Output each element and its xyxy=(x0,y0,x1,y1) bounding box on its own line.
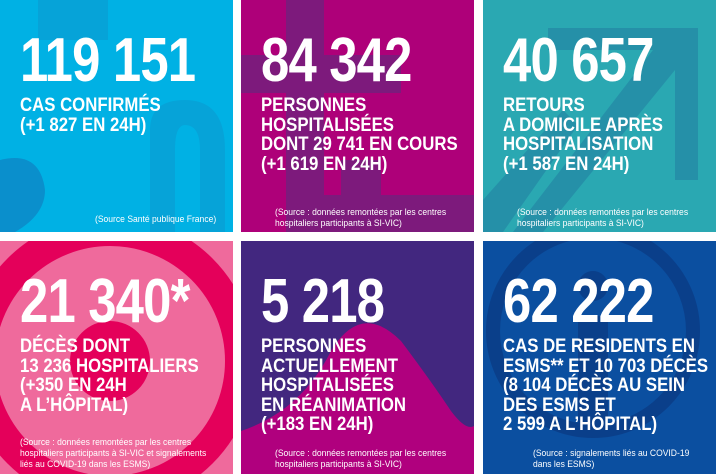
panel-deaths: 21 340* DÉCÈS DONT 13 236 HOSPITALIERS (… xyxy=(0,241,233,474)
label-line: CAS CONFIRMÉS xyxy=(20,94,161,116)
label-line: 2 599 A L’HÔPITAL) xyxy=(503,413,658,435)
stat-number: 62 222 xyxy=(503,267,654,336)
panel-icu: 5 218 PERSONNES ACTUELLEMENT HOSPITALISÉ… xyxy=(241,241,474,474)
label-line: (+1 619 EN 24H) xyxy=(261,152,388,175)
stat-number: 21 340* xyxy=(20,267,190,336)
panel-hospitalized: 84 342 PERSONNES HOSPITALISÉES DONT 29 7… xyxy=(241,0,474,232)
label-line: PERSONNES xyxy=(261,94,367,116)
label-line: HOSPITALISATION xyxy=(503,133,654,155)
stat-number: 119 151 xyxy=(20,26,196,95)
background-plus-decoration xyxy=(241,0,474,232)
label-line: (+1 587 EN 24H) xyxy=(503,152,630,175)
label-line: (8 104 DÉCÈS AU SEIN xyxy=(503,374,686,396)
stat-label: CAS DE RESIDENTS EN ESMS** ET 10 703 DÉC… xyxy=(503,335,709,435)
label-line: EN RÉANIMATION xyxy=(261,393,407,416)
stat-label: RETOURS A DOMICILE APRÈS HOSPITALISATION… xyxy=(503,94,663,175)
label-line: CAS DE RESIDENTS EN xyxy=(503,335,695,357)
label-line: A DOMICILE APRÈS xyxy=(503,113,663,136)
label-line: 13 236 HOSPITALIERS xyxy=(20,354,199,377)
label-line: DES ESMS ET xyxy=(503,393,616,416)
label-line: DÉCÈS DONT xyxy=(20,335,130,357)
stat-label: PERSONNES HOSPITALISÉES DONT 29 741 EN C… xyxy=(261,94,458,175)
panel-confirmed-cases: 119 151 CAS CONFIRMÉS (+1 827 EN 24H) (S… xyxy=(0,0,233,232)
source-note: (Source : données remontées par les cent… xyxy=(275,448,447,470)
stat-number: 84 342 xyxy=(261,26,412,95)
stat-label: CAS CONFIRMÉS (+1 827 EN 24H) xyxy=(20,94,161,136)
panel-returns-home: 40 657 RETOURS A DOMICILE APRÈS HOSPITAL… xyxy=(483,0,716,232)
background-blob-decoration xyxy=(241,323,474,474)
label-line: (+1 827 EN 24H) xyxy=(20,113,147,136)
label-line: PERSONNES xyxy=(261,335,367,357)
source-note: (Source : signalements liés au COVID-19 … xyxy=(533,448,690,470)
label-line: DONT 29 741 EN COURS xyxy=(261,133,458,155)
stat-number: 40 657 xyxy=(503,26,654,95)
stat-label: PERSONNES ACTUELLEMENT HOSPITALISÉES EN … xyxy=(261,335,407,435)
label-line: (+183 EN 24H) xyxy=(261,413,374,435)
label-line: HOSPITALISÉES xyxy=(261,374,394,396)
panel-esms-residents: 62 222 CAS DE RESIDENTS EN ESMS** ET 10 … xyxy=(483,241,716,474)
background-rings-decoration xyxy=(0,241,233,474)
background-arrow-decoration xyxy=(483,28,698,232)
background-digits-decoration xyxy=(0,0,225,232)
source-note: (Source : données remontées par les cent… xyxy=(517,207,689,229)
source-note: (Source : données remontées par les cent… xyxy=(275,207,447,229)
label-line: ACTUELLEMENT xyxy=(261,354,398,377)
label-line: ESMS** ET 10 703 DÉCÈS xyxy=(503,354,709,377)
stat-number: 5 218 xyxy=(261,267,385,336)
label-line: (+350 EN 24H xyxy=(20,374,127,396)
background-info-decoration xyxy=(486,241,700,438)
source-note: (Source Santé publique France) xyxy=(95,214,217,225)
label-line: HOSPITALISÉES xyxy=(261,113,394,136)
stat-label: DÉCÈS DONT 13 236 HOSPITALIERS (+350 EN … xyxy=(20,335,199,416)
label-line: A L’HÔPITAL) xyxy=(20,393,129,416)
source-note: (Source : données remontées par les cent… xyxy=(20,437,207,470)
label-line: RETOURS xyxy=(503,94,585,116)
